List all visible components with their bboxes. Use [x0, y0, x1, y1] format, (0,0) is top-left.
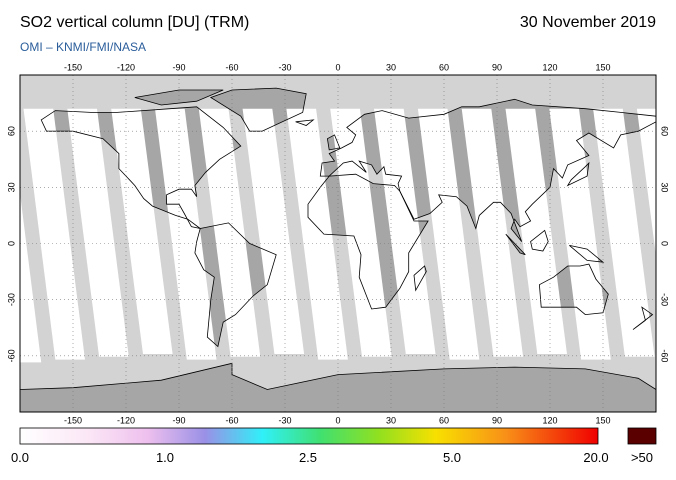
lon-tick-label-top: -120 [117, 62, 135, 72]
lon-tick-label-bottom: 150 [595, 415, 610, 425]
coastline [40, 106, 242, 229]
swath [155, 108, 217, 360]
lat-tick-label-left: 0 [6, 241, 16, 246]
coastline [194, 222, 277, 348]
lat-tick-label-left: 60 [6, 126, 16, 136]
swath [505, 108, 567, 354]
lat-tick-label-right: -60 [660, 349, 670, 362]
colorbar-overflow-label: >50 [631, 450, 653, 465]
coastline [413, 265, 427, 292]
lat-tick-label-left: 30 [6, 182, 16, 192]
lon-tick-label-bottom: 90 [492, 415, 502, 425]
lon-tick-label-top: 60 [439, 62, 449, 72]
lat-tick-label-right: 0 [660, 241, 670, 246]
coastline [326, 134, 341, 151]
map-area [20, 75, 656, 412]
colorbar [19, 427, 599, 445]
colorbar-label: 20.0 [583, 450, 608, 465]
subtitle: OMI – KNMI/FMI/NASA [20, 40, 146, 54]
swath [636, 108, 656, 257]
coastline [569, 245, 605, 263]
lon-tick-label-top: 0 [335, 62, 340, 72]
coastline [530, 229, 549, 252]
coastline [134, 89, 224, 106]
colorbar-label: 2.5 [299, 450, 317, 465]
swath [67, 108, 129, 357]
colorbar-label: 1.0 [156, 450, 174, 465]
coastline [307, 173, 429, 310]
lon-tick-label-bottom: -120 [117, 415, 135, 425]
lat-tick-label-right: 30 [660, 182, 670, 192]
lon-tick-label-top: 120 [542, 62, 557, 72]
lon-tick-label-top: -150 [64, 62, 82, 72]
coastline [538, 263, 609, 316]
lon-tick-label-bottom: -30 [278, 415, 291, 425]
lon-tick-label-bottom: 30 [386, 415, 396, 425]
swath [330, 108, 392, 357]
map-frame [19, 74, 657, 413]
lon-tick-label-top: 90 [492, 62, 502, 72]
colorbar-overflow [627, 427, 657, 445]
colorbar-label: 0.0 [11, 450, 29, 465]
lon-tick-label-bottom: 120 [542, 415, 557, 425]
lon-tick-label-top: -30 [278, 62, 291, 72]
swath [111, 108, 173, 354]
lon-tick-label-top: 30 [386, 62, 396, 72]
lon-tick-label-bottom: -150 [64, 415, 82, 425]
lon-tick-label-bottom: -60 [225, 415, 238, 425]
swath [23, 108, 85, 360]
lon-tick-label-bottom: 60 [439, 415, 449, 425]
date: 30 November 2019 [520, 14, 656, 31]
lon-tick-label-top: 150 [595, 62, 610, 72]
coastline [632, 306, 654, 330]
lat-tick-label-left: -30 [6, 293, 16, 306]
lon-tick-label-top: -60 [225, 62, 238, 72]
coastline [319, 98, 656, 242]
coastline [566, 161, 590, 187]
colorbar-label: 5.0 [443, 450, 461, 465]
lat-tick-label-left: -60 [6, 349, 16, 362]
lat-tick-label-right: 60 [660, 126, 670, 136]
swath [374, 108, 436, 354]
coastline [20, 362, 656, 412]
swath [461, 108, 524, 357]
title: SO2 vertical column [DU] (TRM) [20, 14, 249, 31]
coastline [295, 119, 315, 126]
lon-tick-label-top: -90 [172, 62, 185, 72]
swath [417, 108, 480, 360]
swath [20, 193, 42, 363]
swath [286, 108, 348, 360]
swath [198, 108, 261, 357]
land [134, 90, 224, 105]
lon-tick-label-bottom: 0 [335, 415, 340, 425]
lat-tick-label-right: -30 [660, 293, 670, 306]
swath [593, 108, 655, 357]
coastline [209, 87, 307, 132]
swath [242, 108, 305, 354]
lon-tick-label-bottom: -90 [172, 415, 185, 425]
